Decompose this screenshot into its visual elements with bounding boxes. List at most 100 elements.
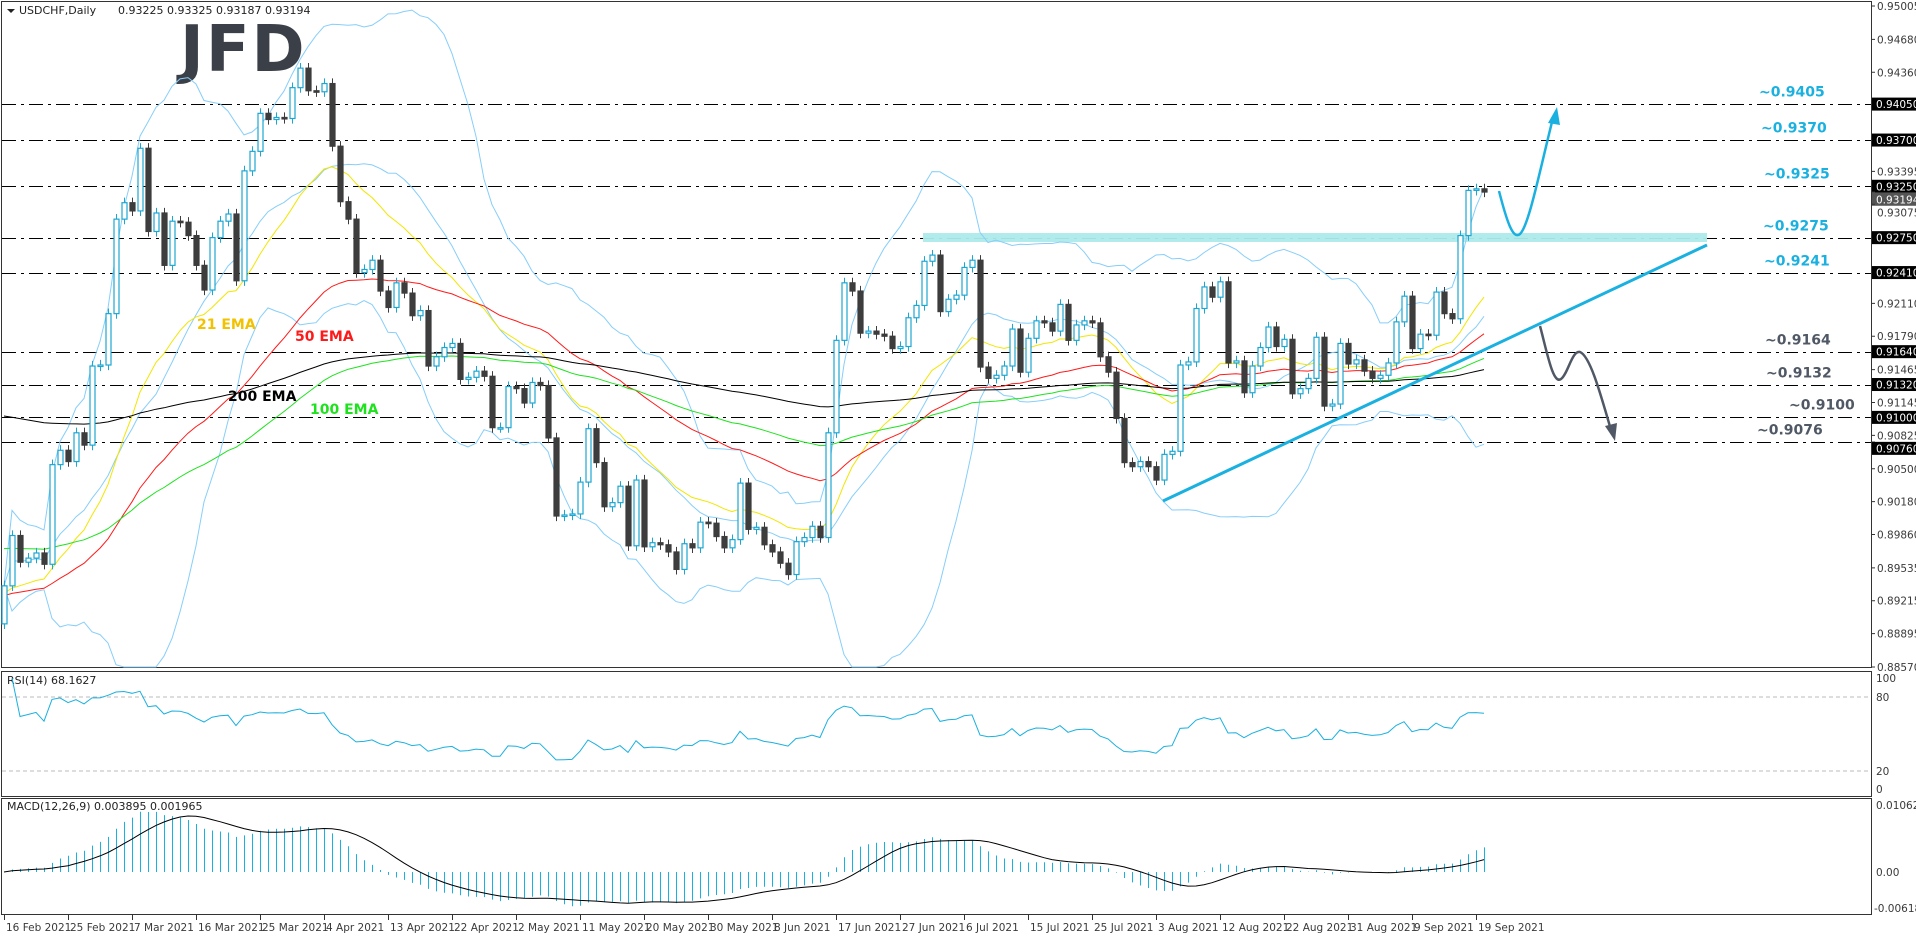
candle-body — [417, 309, 424, 317]
candle — [1137, 456, 1144, 472]
candle-body — [89, 365, 96, 446]
candle-body — [753, 526, 760, 530]
main-panel-frame — [1, 1, 1872, 668]
candle-body — [577, 481, 584, 515]
candle-body — [289, 87, 296, 120]
date-tick-label: 11 May 2021 — [582, 922, 650, 934]
level-price-tag-label: 0.93700 — [1876, 135, 1916, 147]
level-price-tag — [1872, 179, 1916, 193]
candle-body — [265, 112, 272, 121]
candle — [1025, 333, 1032, 378]
candle — [89, 360, 96, 451]
candle — [457, 338, 464, 385]
candle-body — [801, 536, 808, 543]
candle — [1057, 299, 1064, 337]
candle-body — [1265, 326, 1272, 349]
price-tick-label: 0.88570 — [1877, 662, 1916, 674]
candle — [41, 547, 48, 570]
candle-body — [449, 342, 456, 349]
candle-body — [1353, 359, 1360, 365]
candle-body — [209, 237, 216, 291]
candle-body — [1473, 188, 1480, 191]
candle — [585, 423, 592, 488]
candle — [81, 427, 88, 451]
candle-body — [465, 376, 472, 380]
candle-body — [497, 427, 504, 430]
candle-body — [337, 145, 344, 203]
candle — [201, 260, 208, 296]
candle — [1257, 342, 1264, 372]
dropdown-triangle-icon[interactable] — [7, 9, 15, 13]
candle — [409, 287, 416, 321]
candle-body — [1201, 286, 1208, 310]
candle-body — [1281, 338, 1288, 348]
candle-body — [1161, 453, 1168, 481]
candle-body — [897, 345, 904, 350]
macd-tick: 0.00 — [1876, 867, 1899, 879]
level-price-tag-label: 0.91320 — [1876, 380, 1916, 392]
level-label: ~0.9370 — [1761, 121, 1827, 137]
candle — [1161, 449, 1168, 486]
candle-body — [113, 218, 120, 315]
candle — [329, 78, 336, 152]
candle — [385, 285, 392, 313]
candle — [1209, 281, 1216, 303]
candle — [393, 277, 400, 313]
candle — [929, 249, 936, 267]
candle — [417, 305, 424, 321]
candle — [153, 207, 160, 237]
candle-body — [1441, 291, 1448, 315]
candle-body — [1193, 307, 1200, 363]
arrow-up-icon — [1548, 107, 1560, 125]
rsi-tick: 20 — [1876, 766, 1889, 778]
candle — [1441, 286, 1448, 319]
candle-body — [1417, 333, 1424, 350]
candle — [33, 547, 40, 564]
macd-panel: MACD(12,26,9) 0.003895 0.001965 — [3, 800, 1485, 907]
price-tick-label: 0.90825 — [1877, 430, 1916, 442]
candle — [233, 208, 240, 286]
candle — [889, 331, 896, 354]
candle — [1201, 281, 1208, 314]
rsi-tick: 100 — [1876, 673, 1896, 685]
date-tick-label: 31 Aug 2021 — [1350, 922, 1417, 934]
candle-body — [353, 218, 360, 274]
candle — [1465, 185, 1472, 241]
candle-body — [769, 544, 776, 553]
level-label: ~0.9405 — [1759, 85, 1825, 101]
candle-body — [401, 282, 408, 294]
resistance-zone — [923, 233, 1707, 242]
candle-body — [481, 370, 488, 377]
candle-body — [593, 428, 600, 464]
panel-frames — [1, 1, 1872, 915]
candle-body — [1393, 321, 1400, 364]
candle-body — [873, 330, 880, 335]
date-tick-label: 15 Jul 2021 — [1030, 922, 1089, 934]
price-tick-label: 0.91145 — [1877, 397, 1916, 409]
candle — [537, 377, 544, 391]
candle — [841, 277, 848, 346]
candle-body — [41, 552, 48, 565]
candle-body — [1209, 286, 1216, 298]
rsi-axis: 100 80 20 0 — [1876, 673, 1896, 796]
candle — [1185, 356, 1192, 371]
candle-body — [1129, 461, 1136, 468]
candle — [353, 214, 360, 278]
candle-body — [985, 366, 992, 379]
date-tick-label: 25 Feb 2021 — [70, 922, 135, 934]
candle — [129, 197, 136, 217]
candle-body — [1449, 313, 1456, 320]
ema-21-line — [3, 166, 1485, 594]
candle — [361, 264, 368, 278]
symbol-timeframe: USDCHF,Daily — [19, 4, 97, 17]
candle-body — [841, 282, 848, 341]
candle-body — [865, 330, 872, 334]
date-tick-label: 22 Aug 2021 — [1286, 922, 1353, 934]
candle — [17, 530, 24, 568]
candle-body — [761, 526, 768, 546]
candle-body — [225, 213, 232, 222]
candle-body — [1233, 360, 1240, 364]
